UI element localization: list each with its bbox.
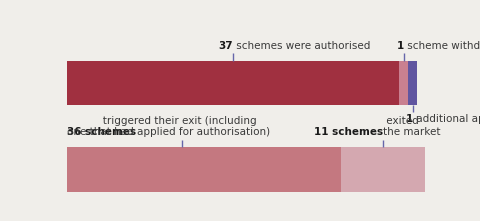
Text: exited
the market: exited the market [383, 116, 440, 137]
Text: 11 schemes: 11 schemes [313, 127, 383, 137]
Bar [67, 61, 399, 105]
Bar [67, 147, 341, 192]
Bar [399, 61, 408, 105]
Text: scheme withdrew its application: scheme withdrew its application [404, 41, 480, 51]
Bar [408, 61, 417, 105]
Text: 1: 1 [396, 41, 404, 51]
Bar [341, 147, 424, 192]
Text: schemes were authorised: schemes were authorised [233, 41, 371, 51]
Text: 1: 1 [406, 114, 413, 124]
Text: additional application from a new scheme: additional application from a new scheme [413, 114, 480, 124]
Text: triggered their exit (including
one that had applied for authorisation): triggered their exit (including one that… [67, 116, 271, 137]
Text: 36 schemes: 36 schemes [67, 127, 137, 137]
Text: 37: 37 [219, 41, 233, 51]
